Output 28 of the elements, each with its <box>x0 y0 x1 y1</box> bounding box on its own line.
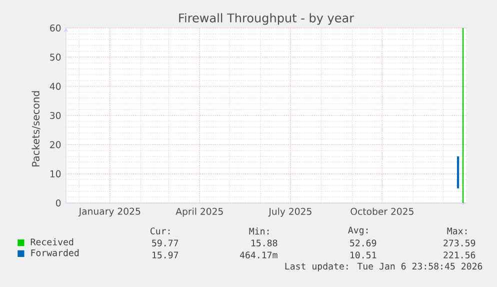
legend-label: Forwarded <box>31 249 79 256</box>
text: 15.88 <box>252 240 278 246</box>
y-tick-label: 30 <box>50 112 61 120</box>
text: 52.69 <box>350 240 376 246</box>
y-tick-label: 40 <box>50 82 61 90</box>
legend-label: Received <box>30 238 74 246</box>
text: 273.59 <box>444 240 476 246</box>
y-tick-label: 10 <box>50 170 61 178</box>
text: Last update: Tue Jan 6 23:58:45 2026 <box>285 262 482 272</box>
y-tick-label: 20 <box>50 141 61 148</box>
x-tick-label: January 2025 <box>78 208 140 217</box>
y-tick-label: 50 <box>50 54 61 61</box>
text: Cur: <box>150 228 170 234</box>
text: Max: <box>447 228 467 234</box>
y-tick-label: 0 <box>56 199 61 207</box>
text: 10.51 <box>350 252 376 258</box>
text: 221.56 <box>444 252 476 258</box>
x-tick-label: October 2025 <box>350 208 414 215</box>
y-tick-label: 60 <box>50 24 61 32</box>
x-tick-label: July 2025 <box>268 208 312 217</box>
text: Min: <box>249 228 269 234</box>
text: 59.77 <box>152 240 178 246</box>
chart-title: Firewall Throughput - by year <box>179 13 354 25</box>
x-tick-label: April 2025 <box>176 208 223 217</box>
text: 15.97 <box>152 252 178 258</box>
y-axis-title: Packets/second <box>32 91 40 166</box>
text: Avg: <box>348 226 368 236</box>
text: 464.17m <box>240 252 278 258</box>
